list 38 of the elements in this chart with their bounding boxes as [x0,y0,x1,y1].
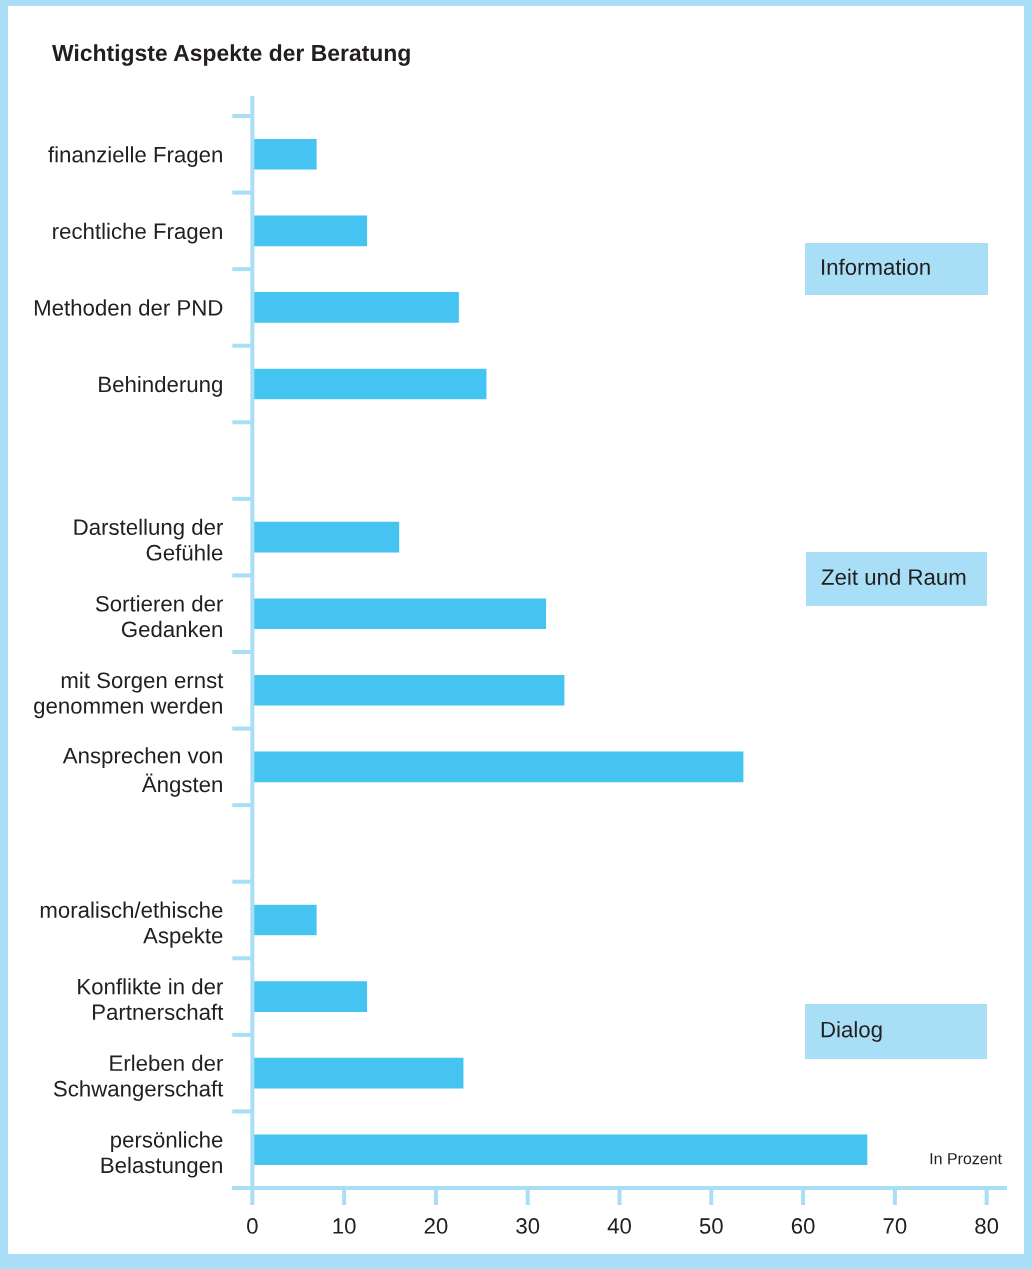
bar [252,674,565,706]
bar [252,368,487,400]
bar [252,981,368,1012]
y-tick-label: persönliche Belastungen [101,1131,223,1178]
x-tick-label: 20 [424,1218,448,1234]
y-tick-label: Ansprechen von Ängsten [62,747,222,797]
y-tick-label: mit Sorgen ernst genommen werden [34,671,224,719]
bar [252,138,317,170]
y-tick-label: Konflikte in der Partnerschaft [78,978,224,1021]
x-tick-label: 80 [975,1218,999,1234]
y-tick-label: moralisch/ethische Aspekte [40,901,223,948]
y-tick-label: Methoden der PND [34,299,223,316]
bar [252,292,459,323]
bar [252,1134,868,1166]
x-tick-label: 10 [333,1218,356,1234]
y-tick-label: Behinderung [99,375,222,397]
x-tick-label: 60 [791,1218,815,1234]
x-tick-label: 70 [883,1218,907,1234]
annotation: In Prozent [930,1153,1002,1165]
bar [252,1057,464,1089]
y-tick-label: finanzielle Fragen [48,146,222,167]
bar [252,598,547,630]
y-tick-label: Darstellung der Gefühle [74,518,223,561]
chart-title: Wichtigste Aspekte der Beratung [52,44,410,66]
x-tick-label: 50 [699,1218,723,1234]
bar [252,751,744,783]
bar [252,521,400,553]
x-tick-label: 0 [247,1218,258,1234]
annotation: Zeit und Raum [821,568,966,585]
annotation: Information [822,258,930,275]
x-tick-label: 40 [607,1218,631,1234]
y-tick-label: Erleben der Schwangerschaft [53,1054,224,1101]
bar [252,215,368,247]
annotation: Dialog [821,1021,882,1042]
bar [252,904,317,936]
x-tick-label: 30 [516,1218,540,1234]
y-tick-label: Sortieren der Gedanken [95,595,223,638]
y-tick-label: rechtliche Fragen [53,222,222,244]
